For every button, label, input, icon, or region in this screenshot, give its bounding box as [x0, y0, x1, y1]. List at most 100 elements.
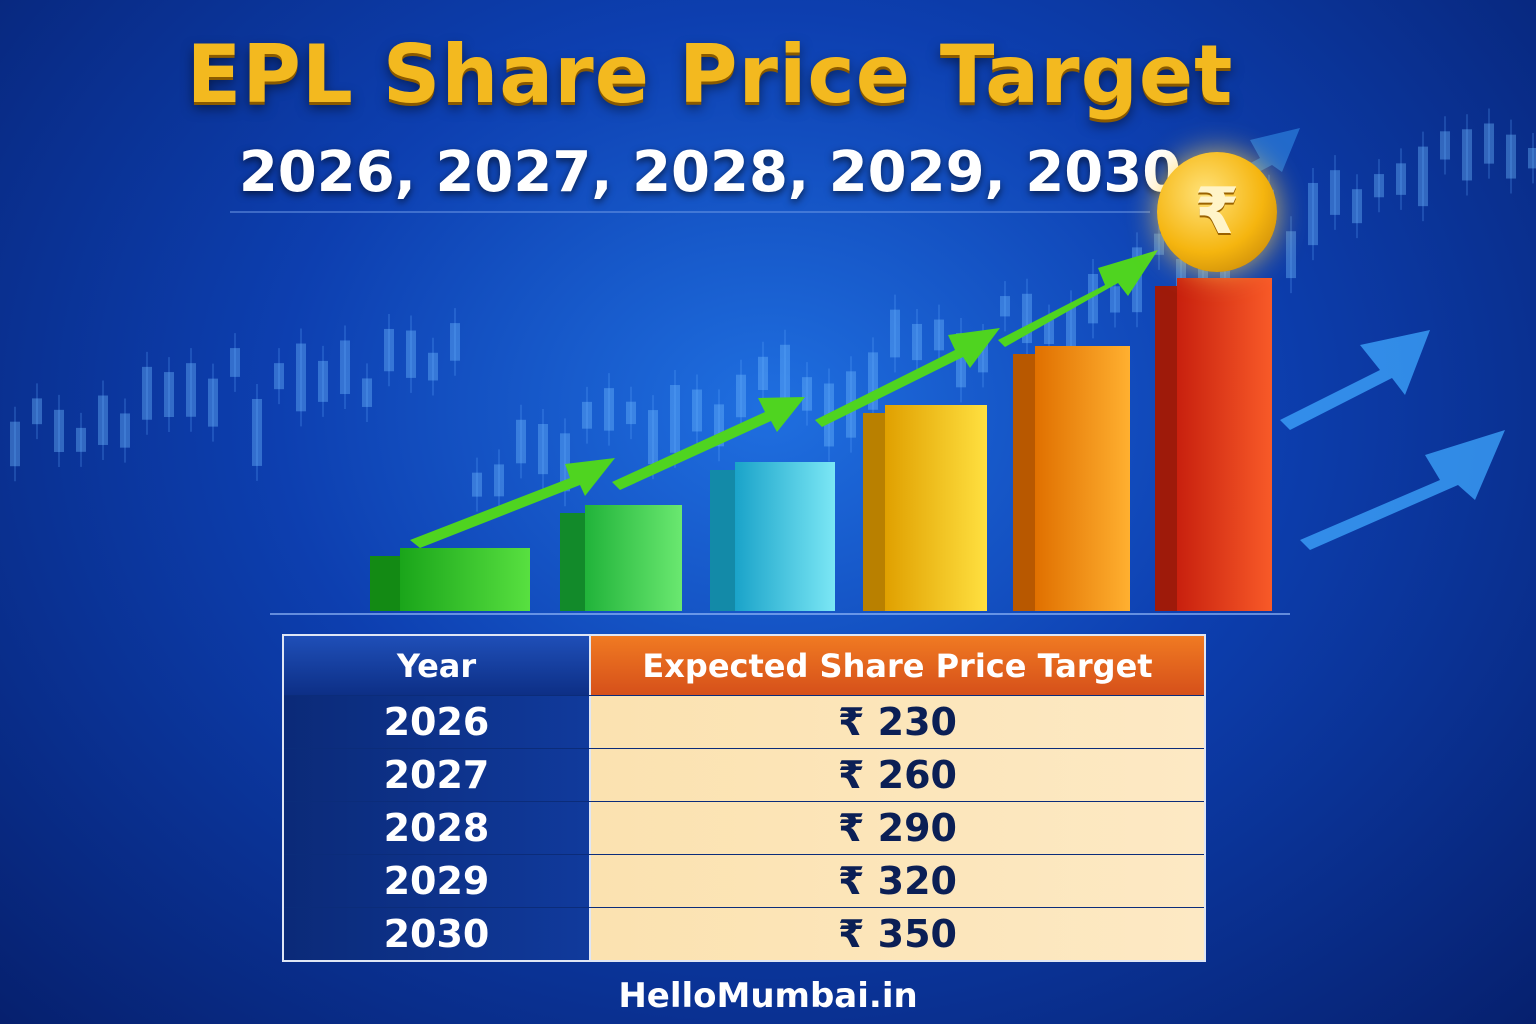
- candle-body: [736, 374, 746, 418]
- candle-body: [516, 419, 526, 464]
- bar-side: [370, 556, 400, 611]
- candle-body: [1440, 131, 1450, 160]
- candle-body: [978, 339, 988, 373]
- candle-body: [714, 404, 724, 447]
- candle-body: [868, 352, 878, 410]
- candle-body: [604, 388, 614, 431]
- price-cell: ₹ 230: [591, 696, 1204, 748]
- bar-side: [1013, 354, 1035, 611]
- candle-body: [274, 363, 284, 390]
- bar: [1035, 346, 1130, 611]
- candle-body: [1110, 286, 1120, 313]
- candle-body: [670, 385, 680, 453]
- candle-body: [1044, 319, 1054, 345]
- candle-body: [54, 409, 64, 452]
- table-row: 2029 ₹ 320: [284, 854, 1204, 907]
- candle-body: [1528, 147, 1536, 169]
- candle-body: [1066, 305, 1076, 349]
- table-header: Year Expected Share Price Target: [284, 636, 1204, 695]
- table-row: 2028 ₹ 290: [284, 801, 1204, 854]
- candle-body: [560, 433, 570, 492]
- price-cell: ₹ 320: [591, 855, 1204, 907]
- candle-body: [1286, 231, 1296, 279]
- candle-body: [1022, 293, 1032, 344]
- candle-body: [1418, 146, 1428, 207]
- candle-body: [230, 348, 240, 377]
- candle-body: [956, 333, 966, 388]
- year-cell: 2030: [284, 908, 591, 960]
- candle-body: [208, 378, 218, 427]
- candle-body: [472, 472, 482, 497]
- candle-body: [1352, 189, 1362, 224]
- candle-body: [450, 323, 460, 361]
- candle-body: [142, 366, 152, 420]
- bar: [885, 405, 987, 611]
- candle-body: [340, 340, 350, 395]
- candle-body: [1462, 129, 1472, 181]
- candle-body: [10, 421, 20, 467]
- candle-body: [1396, 163, 1406, 195]
- table-row: 2027 ₹ 260: [284, 748, 1204, 801]
- candle-body: [648, 410, 658, 465]
- price-cell: ₹ 350: [591, 908, 1204, 960]
- column-header: Year: [284, 636, 591, 695]
- bar: [585, 505, 682, 611]
- candle-body: [582, 401, 592, 429]
- price-cell: ₹ 290: [591, 802, 1204, 854]
- column-header: Expected Share Price Target: [591, 636, 1204, 695]
- table-row: 2030 ₹ 350: [284, 907, 1204, 960]
- candle-body: [384, 328, 394, 372]
- bar: [1177, 278, 1272, 611]
- candle-body: [406, 330, 416, 378]
- title: EPL Share Price Target: [186, 28, 1234, 121]
- year-cell: 2026: [284, 696, 591, 748]
- candle-body: [1000, 296, 1010, 317]
- year-cell: 2029: [284, 855, 591, 907]
- bar: [735, 462, 835, 611]
- candle-body: [1088, 273, 1098, 324]
- year-cell: 2028: [284, 802, 591, 854]
- candle-body: [1374, 174, 1384, 198]
- candle-body: [538, 424, 548, 475]
- candle-body: [692, 389, 702, 432]
- subtitle: 2026, 2027, 2028, 2029, 2030: [238, 140, 1182, 205]
- candle-body: [934, 319, 944, 351]
- bars: [370, 278, 1272, 611]
- candle-body: [164, 372, 174, 418]
- candle-body: [1308, 182, 1318, 246]
- candle-body: [626, 401, 636, 425]
- candle-body: [318, 360, 328, 402]
- candle-body: [32, 398, 42, 425]
- candle-body: [758, 356, 768, 391]
- candle-body: [1506, 134, 1516, 179]
- candle-body: [780, 344, 790, 402]
- candle-body: [76, 427, 86, 452]
- table-row: 2026 ₹ 230: [284, 695, 1204, 748]
- bar-side: [710, 470, 735, 611]
- candle-body: [252, 398, 262, 466]
- candle-body: [802, 377, 812, 411]
- bar-side: [1155, 286, 1177, 611]
- candle-body: [1484, 123, 1494, 164]
- rupee-coin: ₹: [1157, 152, 1277, 272]
- candle-body: [912, 323, 922, 361]
- footer: HelloMumbai.in: [618, 976, 918, 1016]
- candle-body: [1330, 170, 1340, 215]
- candle-body: [296, 343, 306, 412]
- candle-body: [494, 464, 504, 497]
- bar-side: [863, 413, 885, 611]
- candle-body: [98, 395, 108, 445]
- candle-body: [186, 363, 196, 417]
- price-table: Year Expected Share Price Target 2026 ₹ 2…: [282, 634, 1206, 962]
- year-cell: 2027: [284, 749, 591, 801]
- candle-body: [1154, 233, 1164, 255]
- candle-body: [362, 378, 372, 407]
- candle-body: [120, 413, 130, 448]
- price-cell: ₹ 260: [591, 749, 1204, 801]
- growth-arrows: [410, 250, 1158, 548]
- candle-body: [428, 352, 438, 381]
- bar: [400, 548, 530, 611]
- bar-side: [560, 513, 585, 611]
- candle-body: [890, 309, 900, 358]
